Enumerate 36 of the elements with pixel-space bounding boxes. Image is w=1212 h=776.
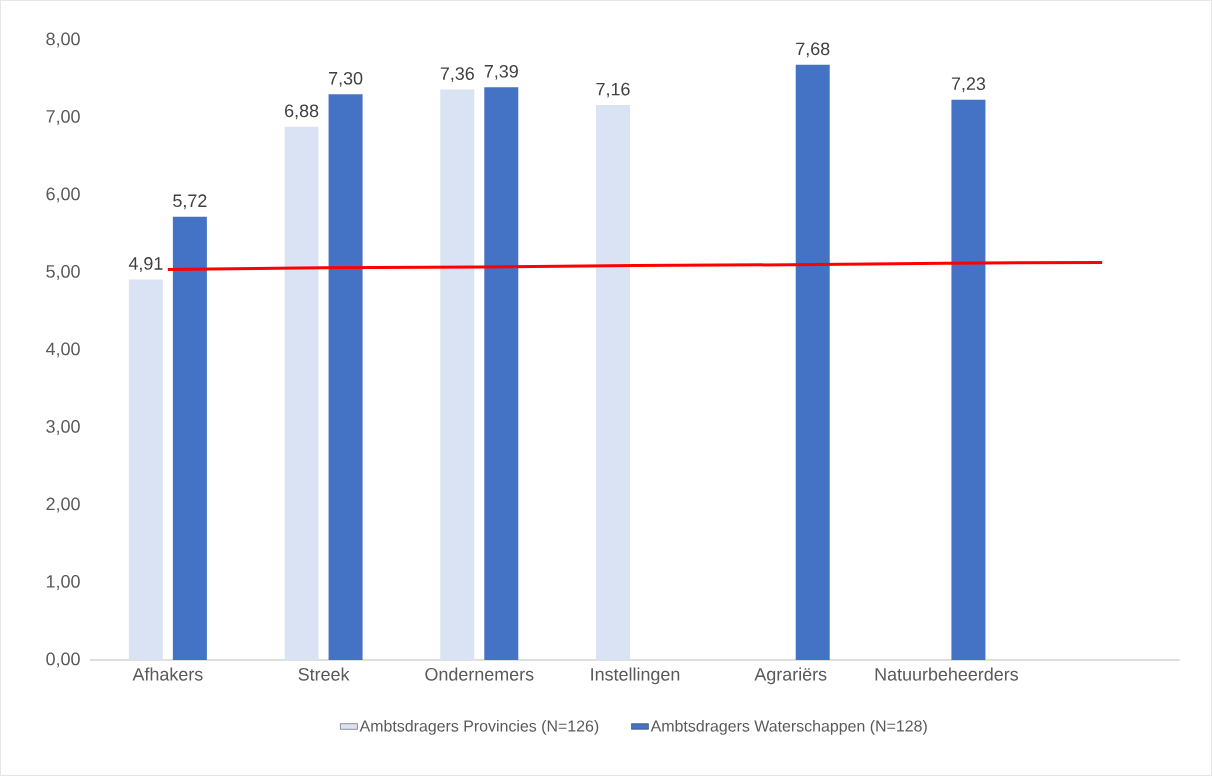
y-tick-label: 3,00	[46, 420, 80, 435]
data-label: 4,91	[128, 257, 163, 272]
data-label: 7,23	[951, 77, 986, 93]
legend-label: Ambtsdragers Provincies (N=126)	[359, 719, 599, 735]
y-tick-label: 8,00	[46, 32, 80, 48]
bar	[284, 126, 319, 660]
data-label: 5,72	[173, 194, 207, 210]
data-label: 7,36	[440, 67, 474, 83]
x-tick-label: Afhakers	[132, 667, 203, 681]
data-label: 7,68	[796, 42, 830, 58]
bar	[596, 105, 630, 660]
x-tick-label: Instellingen	[591, 667, 680, 685]
y-tick-label: 0,00	[46, 652, 80, 668]
data-label: 7,30	[329, 71, 363, 87]
x-tick-label: Ondernemers	[425, 667, 534, 681]
x-tick-label: Natuurbeheerders	[875, 667, 1019, 681]
bar	[795, 64, 830, 660]
data-label: 7,39	[484, 64, 518, 80]
y-tick-label: 5,00	[46, 265, 80, 280]
data-label: 6,88	[285, 104, 319, 120]
bar	[951, 99, 986, 660]
bar	[484, 87, 519, 660]
y-tick-label: 6,00	[46, 187, 80, 203]
x-tick-label: Streek	[298, 667, 350, 681]
bar	[440, 89, 475, 660]
x-tick-label: Agrariërs	[754, 667, 827, 685]
legend-label: Ambtsdragers Waterschappen (N=128)	[650, 719, 927, 735]
y-tick-label: 2,00	[46, 497, 80, 513]
data-label: 7,16	[596, 82, 630, 98]
bar	[328, 94, 363, 660]
bar	[172, 216, 207, 660]
y-tick-label: 4,00	[45, 342, 80, 358]
bar	[128, 279, 163, 660]
y-tick-label: 7,00	[46, 110, 80, 125]
y-tick-label: 1,00	[46, 575, 80, 590]
line-series	[166, 260, 1104, 271]
